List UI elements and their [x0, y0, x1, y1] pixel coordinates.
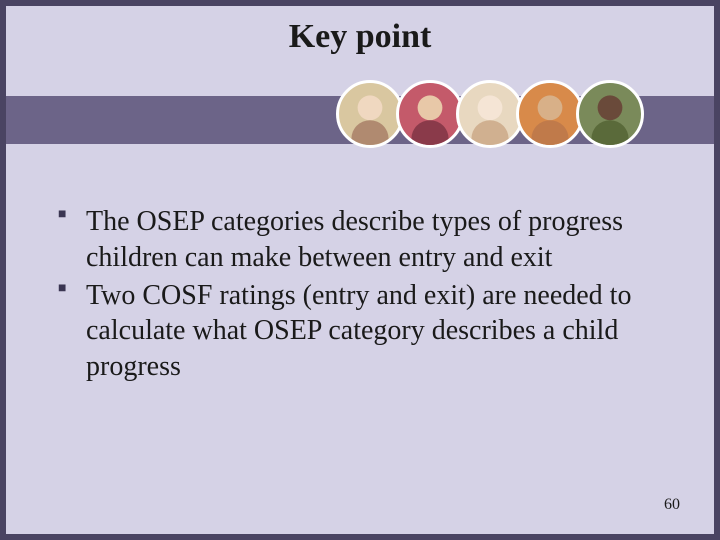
content-area: The OSEP categories describe types of pr…: [58, 204, 662, 387]
slide-title: Key point: [6, 6, 714, 56]
photo-circles-row: [336, 80, 644, 148]
bullet-list: The OSEP categories describe types of pr…: [58, 204, 662, 385]
bullet-item: The OSEP categories describe types of pr…: [58, 204, 662, 276]
child-photo-circle: [336, 80, 404, 148]
child-photo-circle: [576, 80, 644, 148]
child-photo-circle: [456, 80, 524, 148]
child-photo-circle: [516, 80, 584, 148]
child-photo-circle: [396, 80, 464, 148]
page-number: 60: [664, 496, 680, 514]
slide: Key point The OSEP categories describe t…: [0, 0, 720, 540]
bullet-item: Two COSF ratings (entry and exit) are ne…: [58, 278, 662, 385]
